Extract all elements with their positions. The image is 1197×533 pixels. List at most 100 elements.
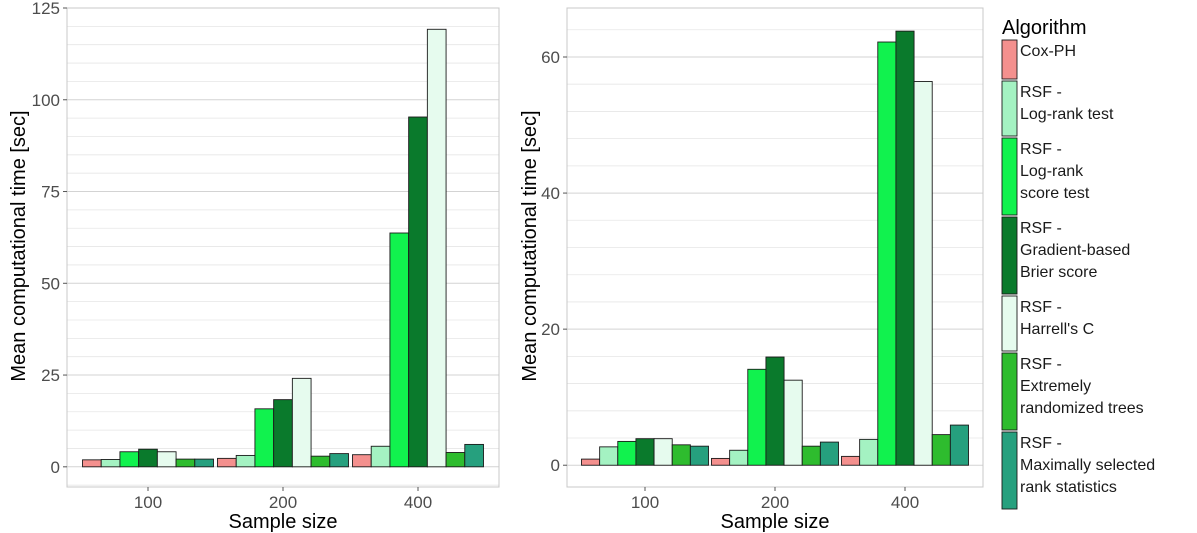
y-tick-label: 100 (32, 91, 60, 110)
x-tick-label: 200 (269, 493, 297, 512)
bar-rsf-log-rank-score-test-100 (119, 451, 140, 468)
chart-legend: Algorithm Cox-PH RSF - Log-rank test RSF - Lo… (1001, 17, 1155, 510)
bar-rsf-log-rank-test-200 (729, 449, 749, 466)
bar-rsf-log-rank-test-100 (599, 446, 619, 466)
y-axis-label: Mean computational time [sec] (519, 110, 541, 381)
bar-rsf-extremely-randomized-trees-400 (445, 452, 466, 468)
legend-label: RSF - (1020, 141, 1062, 158)
right-chart-panel: 0 20 40 60 100 200 400 Sample size Mean computat… (519, 7, 984, 533)
y-tick-label: 50 (41, 274, 60, 293)
legend-label: Brier score (1020, 264, 1097, 281)
legend-label: RSF - (1020, 299, 1062, 316)
x-axis-label: Sample size (721, 511, 830, 533)
y-tick-label: 0 (51, 458, 60, 477)
legend-label: Harrell's C (1020, 321, 1094, 338)
legend-item-cox-ph: Cox-PH (1001, 39, 1076, 80)
x-axis: 100 200 400 (134, 487, 432, 512)
y-tick-label: 75 (41, 183, 60, 202)
bar-rsf-extremely-randomized-trees-200 (310, 455, 331, 468)
bar-rsf-log-rank-test-400 (859, 438, 879, 466)
bar-rsf-gradient-based-brier-score-200 (273, 399, 293, 468)
legend-label: RSF - (1020, 84, 1062, 101)
bar-cox-ph-400 (841, 455, 861, 466)
bar-rsf-maximally-selected-rank-statistics-200 (819, 441, 839, 466)
x-axis-label: Sample size (229, 511, 338, 533)
legend-label: Extremely (1020, 378, 1091, 395)
x-axis: 100 200 400 (631, 487, 919, 512)
legend-item-rsf-gradient-based-brier-score: RSF - Gradient-based Brier score (1001, 216, 1130, 295)
y-tick-label: 25 (41, 366, 60, 385)
legend-label: Maximally selected (1020, 457, 1155, 474)
bar-rsf-harrell-s-c-100 (156, 451, 177, 468)
bar-rsf-log-rank-test-100 (100, 459, 121, 468)
bar-rsf-extremely-randomized-trees-200 (801, 445, 821, 466)
x-tick-label: 100 (631, 493, 659, 512)
bar-rsf-gradient-based-brier-score-100 (635, 438, 655, 466)
bar-cox-ph-200 (217, 457, 237, 468)
bar-rsf-maximally-selected-rank-statistics-200 (329, 453, 349, 468)
legend-title: Algorithm (1002, 17, 1086, 39)
bar-rsf-log-rank-score-test-400 (389, 232, 410, 468)
y-tick-label: 125 (32, 0, 60, 18)
y-tick-label: 60 (541, 48, 560, 67)
bar-rsf-maximally-selected-rank-statistics-100 (194, 458, 214, 468)
legend-key (1001, 80, 1018, 137)
legend-item-rsf-log-rank-test: RSF - Log-rank test (1001, 80, 1114, 137)
bars (581, 30, 969, 466)
bar-cox-ph-100 (82, 459, 102, 468)
bar-rsf-log-rank-score-test-200 (254, 408, 275, 468)
legend-label: RSF - (1020, 220, 1062, 237)
bar-rsf-gradient-based-brier-score-400 (895, 30, 915, 466)
legend-label: Gradient-based (1020, 242, 1130, 259)
y-tick-label: 40 (541, 184, 560, 203)
y-tick-label: 20 (541, 320, 560, 339)
bar-cox-ph-100 (581, 458, 601, 466)
bar-rsf-maximally-selected-rank-statistics-100 (689, 445, 709, 466)
legend-label: Log-rank test (1020, 106, 1114, 123)
x-tick-label: 200 (761, 493, 789, 512)
x-tick-label: 100 (134, 493, 162, 512)
bar-rsf-log-rank-test-400 (370, 445, 391, 468)
bar-rsf-gradient-based-brier-score-200 (765, 356, 785, 466)
bar-rsf-log-rank-score-test-200 (747, 368, 767, 466)
legend-label: Log-rank (1020, 163, 1084, 180)
legend-item-rsf-extremely-randomized-trees: RSF - Extremely randomized trees (1001, 352, 1144, 431)
y-tick-label: 0 (551, 456, 560, 475)
bar-rsf-maximally-selected-rank-statistics-400 (464, 443, 484, 468)
y-axis-label: Mean computational time [sec] (8, 110, 30, 381)
x-tick-label: 400 (404, 493, 432, 512)
legend-label: RSF - (1020, 435, 1062, 452)
bar-rsf-maximally-selected-rank-statistics-400 (949, 424, 969, 466)
bar-rsf-log-rank-test-200 (235, 454, 256, 468)
bars (82, 28, 484, 468)
legend-item-rsf-log-rank-score-test: RSF - Log-rank score test (1001, 137, 1090, 216)
legend-key (1001, 352, 1018, 431)
bar-rsf-gradient-based-brier-score-400 (408, 116, 428, 468)
bar-rsf-gradient-based-brier-score-100 (138, 448, 158, 468)
bar-rsf-extremely-randomized-trees-400 (931, 434, 951, 466)
legend-key (1001, 295, 1018, 352)
y-axis: 0 20 40 60 (541, 48, 567, 475)
x-tick-label: 400 (891, 493, 919, 512)
bar-rsf-extremely-randomized-trees-100 (175, 458, 196, 468)
bar-rsf-harrell-s-c-200 (291, 377, 312, 468)
bar-rsf-harrell-s-c-400 (913, 81, 933, 466)
y-axis: 0 25 50 75 100 125 (32, 0, 67, 477)
legend-key (1001, 431, 1018, 510)
left-chart-panel: 0 25 50 75 100 125 100 200 400 Sample size Mean co… (8, 0, 500, 533)
bar-cox-ph-400 (352, 454, 372, 468)
legend-key (1001, 216, 1018, 295)
bar-cox-ph-200 (711, 457, 731, 466)
bar-rsf-log-rank-score-test-100 (617, 440, 637, 466)
legend-label: Cox-PH (1020, 43, 1076, 60)
legend-label: rank statistics (1020, 479, 1117, 496)
bar-rsf-harrell-s-c-200 (783, 379, 803, 466)
legend-item-rsf-maximally-selected-rank-statistics: RSF - Maximally selected rank statistics (1001, 431, 1155, 510)
legend-label: score test (1020, 185, 1090, 202)
bar-rsf-harrell-s-c-100 (653, 438, 673, 466)
legend-label: randomized trees (1020, 400, 1144, 417)
bar-rsf-log-rank-score-test-400 (877, 41, 897, 466)
legend-label: RSF - (1020, 356, 1062, 373)
bar-rsf-extremely-randomized-trees-100 (671, 444, 691, 466)
